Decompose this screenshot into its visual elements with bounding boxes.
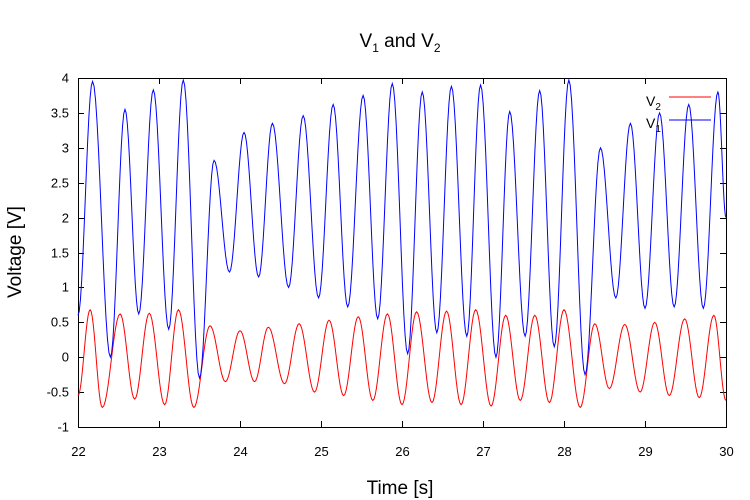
x-tick-label: 23: [152, 444, 166, 459]
legend-label-v2: V2: [646, 93, 661, 113]
y-tick-label: 3.5: [51, 106, 69, 121]
y-tick-label: 0.5: [51, 315, 69, 330]
x-tick-label: 30: [719, 444, 733, 459]
x-tick-label: 29: [638, 444, 652, 459]
y-axis-title: Voltage [V]: [5, 206, 26, 298]
x-tick-label: 28: [557, 444, 571, 459]
x-tick-label: 25: [314, 444, 328, 459]
x-tick-label: 26: [395, 444, 409, 459]
y-tick-label: 2.5: [51, 176, 69, 191]
legend-entry-v2: V2: [646, 93, 711, 113]
x-axis: 22 23 24 25 26 27 28 29 30: [71, 78, 734, 459]
legend: V2 V1: [646, 93, 711, 135]
y-tick-label: -1: [57, 420, 69, 435]
y-tick-label: 1.5: [51, 246, 69, 261]
y-tick-label: 1: [62, 280, 69, 295]
y-tick-label: -0.5: [47, 385, 69, 400]
x-tick-label: 22: [71, 444, 85, 459]
y-tick-label: 4: [62, 71, 69, 86]
series-line-v2: [77, 308, 727, 409]
chart-title: V1 and V2: [360, 31, 441, 55]
legend-label-v1: V1: [646, 115, 661, 135]
series-layer: [77, 78, 727, 409]
y-tick-label: 0: [62, 350, 69, 365]
x-tick-label: 24: [233, 444, 247, 459]
x-axis-title: Time [s]: [367, 478, 434, 499]
x-tick-label: 27: [476, 444, 490, 459]
series-line-v1: [77, 78, 727, 380]
y-tick-label: 3: [62, 141, 69, 156]
legend-entry-v1: V1: [646, 115, 711, 135]
y-tick-label: 2: [62, 211, 69, 226]
plot-area-frame: [78, 78, 727, 428]
y-axis: -1 -0.5 0 0.5 1 1.5 2 2.5 3 3.5 4: [47, 71, 726, 435]
